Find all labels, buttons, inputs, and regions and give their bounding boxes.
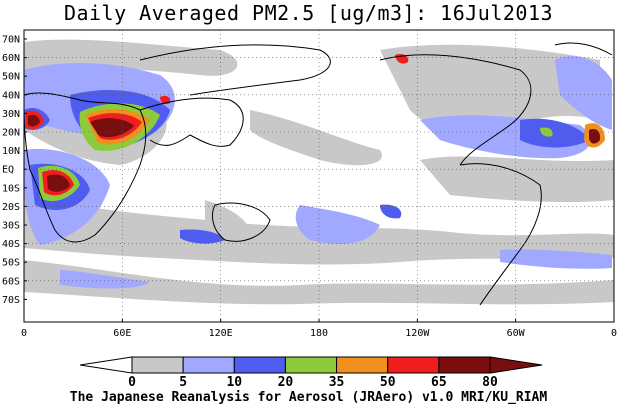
lat-label: 70S — [2, 295, 20, 306]
lon-label: 0 — [21, 328, 27, 339]
colorbar-tick-label: 10 — [226, 375, 242, 390]
graticule — [24, 30, 614, 322]
colorbar-segment — [182, 356, 235, 374]
lat-label: 60S — [2, 276, 20, 287]
lat-label: 20S — [2, 202, 20, 213]
map-panel — [23, 29, 615, 323]
lon-label: 120E — [209, 328, 233, 339]
lat-label: 10S — [2, 183, 20, 194]
colorbar-tick-label: 65 — [431, 375, 447, 390]
lat-label: 40N — [2, 90, 20, 101]
colorbar-segment — [131, 356, 184, 374]
lat-label: 30N — [2, 109, 20, 120]
footer-credit: The Japanese Reanalysis for Aerosol (JRA… — [69, 390, 548, 405]
colorbar-segment — [233, 356, 286, 374]
pm-high-regions — [26, 53, 605, 202]
colorbar-segment — [438, 356, 491, 374]
colorbar-tick-label: 20 — [278, 375, 294, 390]
colorbar-tick-label: 80 — [482, 375, 498, 390]
lat-label: EQ — [2, 165, 14, 176]
colorbar-tick-label: 0 — [128, 375, 136, 390]
colorbar-segment — [387, 356, 440, 374]
coastlines — [23, 42, 613, 306]
colorbar-segment — [284, 356, 338, 374]
lat-label: 60N — [2, 53, 20, 64]
lon-label: 60E — [113, 328, 131, 339]
latitude-labels: 70N 60N 50N 40N 30N 20N 10N EQ 10S 20S 30S 40S 50S 60… — [2, 35, 27, 306]
lat-label: 40S — [2, 239, 20, 250]
colorbar-tick-label: 50 — [380, 375, 396, 390]
longitude-labels: 0 60E 120E 180 120W 60W 0 — [21, 319, 617, 339]
colorbar-max-arrow — [489, 356, 543, 374]
lat-label: 10N — [2, 146, 20, 157]
colorbar-tick-label: 5 — [179, 375, 187, 390]
lon-label: 180 — [310, 328, 328, 339]
colorbar-tick-label: 35 — [329, 375, 345, 390]
lat-label: 30S — [2, 221, 20, 232]
colorbar: 0 5 10 20 35 50 65 80 — [79, 356, 543, 390]
lat-label: 50N — [2, 72, 20, 83]
lat-label: 70N — [2, 35, 20, 46]
lon-label: 120W — [405, 328, 430, 339]
lon-label: 0 — [611, 328, 617, 339]
lat-label: 20N — [2, 128, 20, 139]
lon-label: 60W — [507, 328, 526, 339]
lat-label: 50S — [2, 258, 20, 269]
map-title: Daily Averaged PM2.5 [ug/m3]: 16Jul2013 — [63, 1, 554, 25]
colorbar-min-arrow — [79, 356, 133, 374]
colorbar-segment — [336, 356, 389, 374]
